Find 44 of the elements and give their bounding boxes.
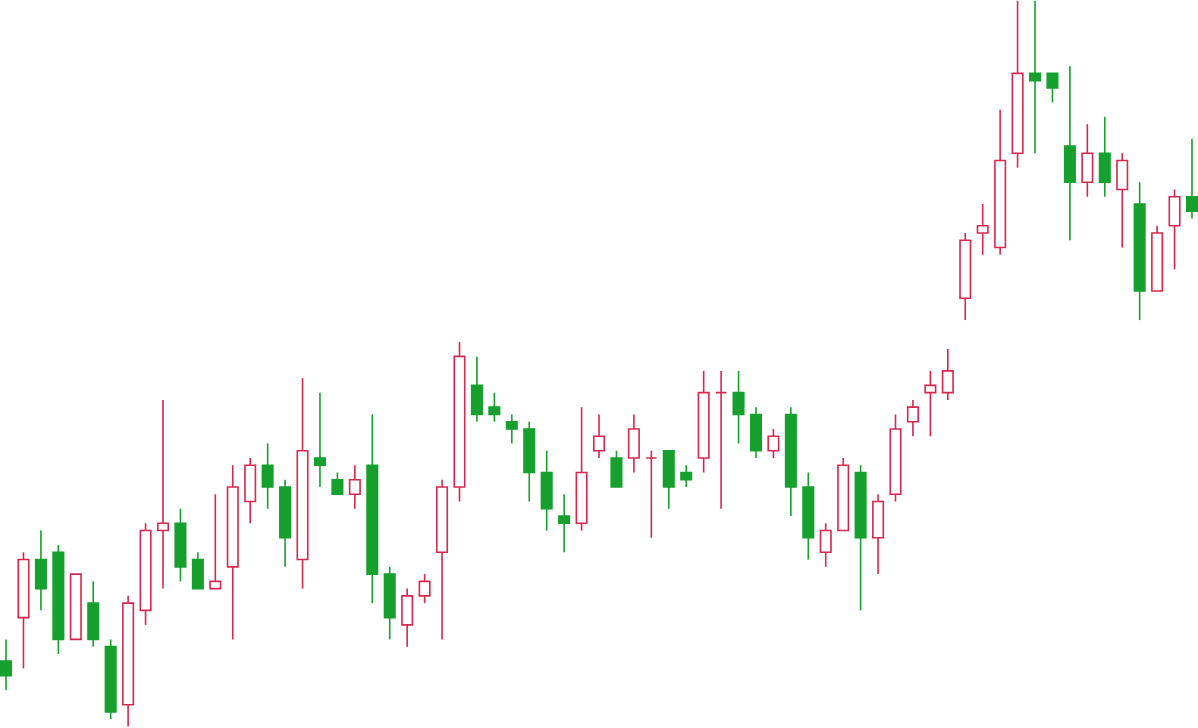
candlestick: [331, 472, 344, 496]
candlestick: [976, 203, 989, 256]
candlestick: [401, 588, 414, 648]
candlestick: [924, 370, 937, 438]
candlestick: [610, 450, 623, 489]
candlestick: [680, 464, 693, 489]
candlestick: [1046, 72, 1059, 104]
candlestick: [244, 457, 257, 525]
candlestick: [313, 392, 326, 489]
candlestick: [470, 355, 483, 423]
candlestick: [1116, 152, 1129, 249]
candlestick: [1168, 189, 1181, 271]
candlestick: [523, 421, 536, 503]
candlestick: [34, 530, 47, 612]
candlestick: [540, 450, 553, 532]
candlestick: [732, 370, 745, 445]
candlestick: [645, 450, 658, 539]
candlestick: [767, 428, 780, 460]
candlestick: [1098, 116, 1111, 198]
candlestick: [749, 406, 763, 460]
candlestick: [627, 413, 640, 474]
candlestick: [174, 508, 187, 583]
candlestick: [558, 493, 571, 554]
candlestick: [418, 573, 431, 605]
candlestick: [592, 413, 606, 460]
candlestick: [1028, 0, 1042, 155]
candlestick: [1063, 65, 1076, 242]
candlestick: [715, 370, 728, 510]
candlestick: [662, 450, 675, 510]
candlestick: [505, 413, 518, 445]
candlestick: [209, 493, 222, 590]
candlestick: [383, 566, 396, 641]
candlestick: [819, 522, 832, 568]
candlestick: [941, 348, 954, 402]
candlestick: [87, 580, 100, 648]
candlestick: [1081, 123, 1094, 198]
candlestick: [872, 493, 885, 576]
candlestick: [0, 638, 13, 692]
candlestick: [261, 443, 274, 510]
candlestick: [156, 399, 170, 590]
candlestick: [191, 551, 204, 590]
candlestick: [906, 399, 919, 438]
candlestick: [348, 464, 361, 510]
candlestick: [488, 392, 501, 423]
